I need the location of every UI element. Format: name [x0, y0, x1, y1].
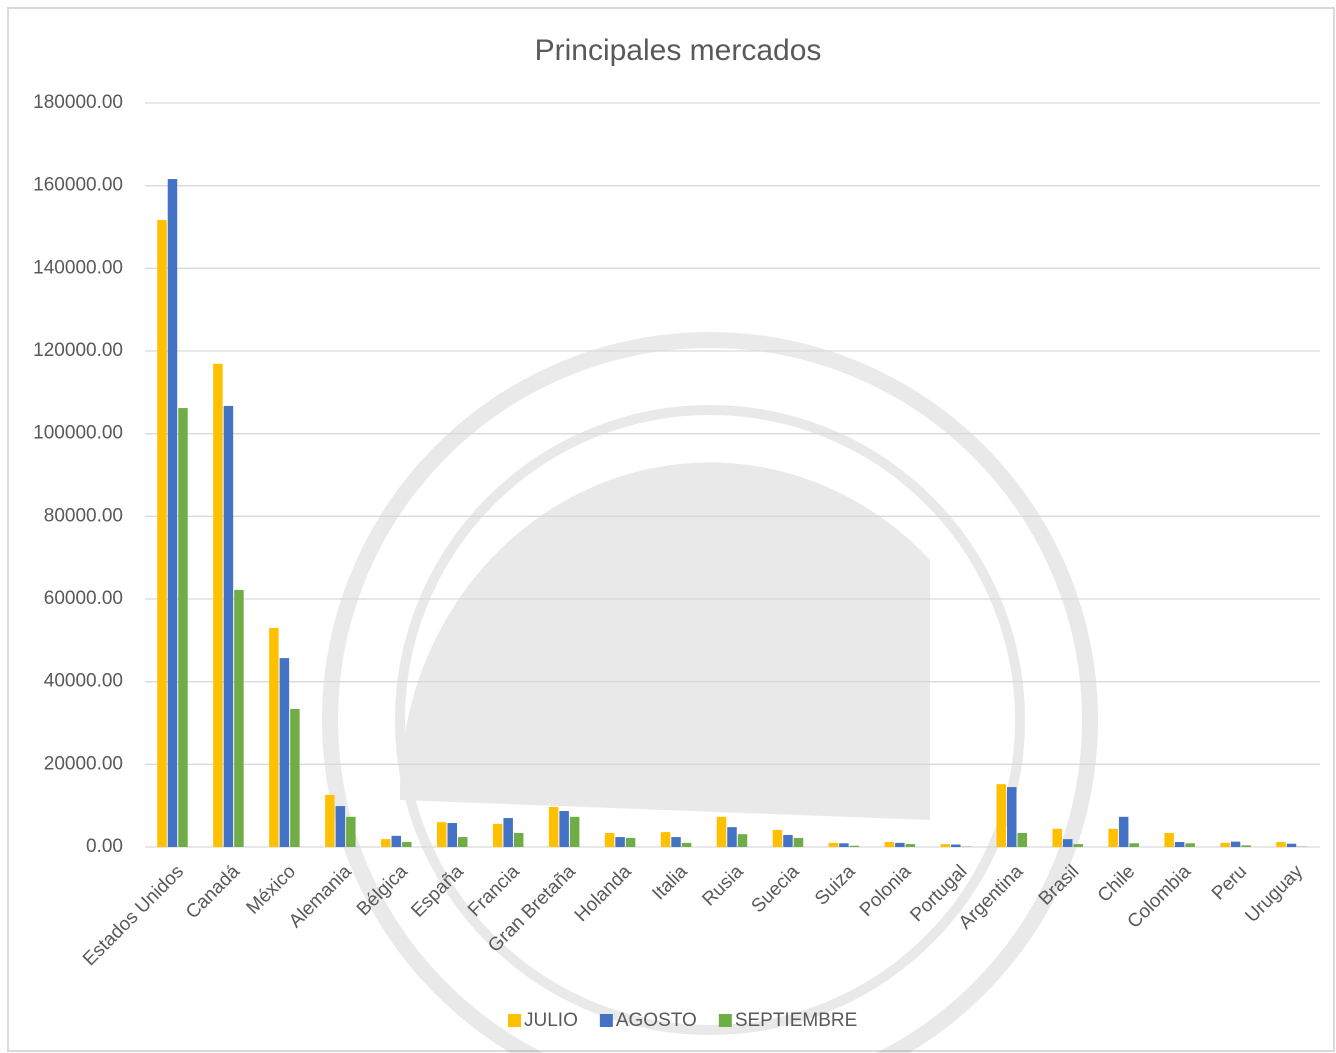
- bar: [996, 784, 1007, 847]
- bar: [513, 832, 524, 847]
- bar: [447, 823, 457, 847]
- bar: [604, 832, 615, 847]
- bar: [234, 589, 244, 847]
- bar: [178, 408, 188, 847]
- y-tick-label: 20000.00: [44, 753, 123, 774]
- bar: [727, 827, 737, 847]
- watermark: [322, 332, 1098, 1053]
- legend-swatch: [718, 1014, 732, 1027]
- bar: [503, 818, 513, 847]
- y-tick-label: 0.00: [86, 836, 123, 857]
- bar: [1185, 843, 1195, 847]
- bar: [1118, 816, 1129, 847]
- legend-label: SEPTIEMBRE: [735, 1010, 857, 1031]
- bar: [223, 405, 234, 847]
- bar: [1017, 832, 1028, 847]
- bar: [492, 823, 503, 847]
- bar: [839, 843, 849, 847]
- bar: [895, 842, 905, 847]
- bar: [1286, 843, 1297, 847]
- y-tick-label: 80000.00: [44, 505, 123, 526]
- bar: [615, 837, 625, 847]
- bar: [1052, 828, 1062, 847]
- bar: [1108, 828, 1118, 847]
- bar: [793, 837, 804, 847]
- bar: [457, 837, 468, 847]
- bar: [828, 842, 839, 847]
- legend-swatch: [508, 1014, 521, 1027]
- bar: [213, 363, 223, 847]
- bar: [783, 835, 793, 847]
- bar: [167, 179, 178, 847]
- bar: [548, 806, 559, 847]
- bar: [290, 708, 300, 847]
- bar: [1276, 842, 1286, 847]
- legend-label: AGOSTO: [616, 1010, 697, 1031]
- y-tick-label: 160000.00: [33, 175, 123, 196]
- bar: [737, 834, 748, 847]
- bar: [157, 219, 167, 847]
- bar: [849, 845, 860, 847]
- bar: [569, 816, 580, 847]
- bar: [436, 822, 447, 847]
- bar: [391, 835, 402, 847]
- bar: [1174, 842, 1185, 847]
- y-tick-label: 140000.00: [33, 257, 123, 278]
- bar: [625, 837, 636, 847]
- bar: [381, 839, 391, 847]
- bar: [279, 658, 290, 847]
- bar: [1062, 839, 1073, 847]
- bar: [1241, 845, 1251, 847]
- bar: [559, 811, 569, 847]
- bar: [660, 832, 671, 847]
- bar: [1007, 787, 1017, 847]
- bar: [269, 627, 279, 847]
- bar: [884, 842, 895, 847]
- bar: [1230, 841, 1241, 847]
- bar: [671, 837, 681, 847]
- bar: [716, 816, 727, 847]
- bar: [940, 844, 951, 847]
- bar: [335, 806, 346, 847]
- bar: [402, 842, 412, 847]
- bar: [681, 842, 692, 847]
- bar: [772, 830, 783, 847]
- y-tick-label: 180000.00: [33, 92, 123, 113]
- legend-swatch: [599, 1014, 613, 1027]
- y-tick-label: 40000.00: [44, 671, 123, 692]
- bar: [346, 816, 356, 847]
- y-tick-label: 100000.00: [33, 423, 123, 444]
- legend-label: JULIO: [524, 1010, 578, 1031]
- bar: [1073, 844, 1083, 847]
- bar: [325, 794, 335, 847]
- bar: [1220, 842, 1230, 847]
- y-tick-label: 120000.00: [33, 340, 123, 361]
- bar: [1164, 832, 1174, 847]
- bar: [905, 844, 916, 847]
- bar: [1129, 843, 1139, 847]
- bar: [951, 844, 961, 847]
- y-tick-label: 60000.00: [44, 588, 123, 609]
- chart-title: Principales mercados: [535, 34, 822, 67]
